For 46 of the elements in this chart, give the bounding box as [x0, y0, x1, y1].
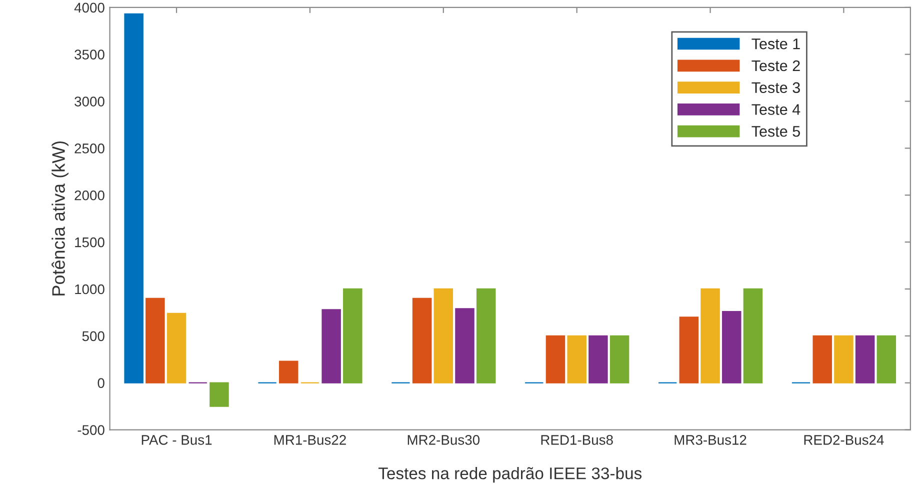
bar — [812, 335, 832, 384]
bar — [210, 382, 229, 407]
bar — [876, 335, 896, 384]
legend-label: Teste 5 — [752, 126, 800, 137]
y-tick-label: 500 — [82, 331, 104, 342]
bar — [610, 335, 630, 384]
bar — [567, 335, 586, 384]
bar — [455, 308, 474, 384]
bar — [588, 335, 608, 384]
y-tick-label: 4000 — [74, 2, 104, 13]
bar — [278, 360, 298, 384]
x-tick-label: PAC - Bus1 — [142, 435, 212, 445]
bar — [412, 298, 432, 384]
bar — [146, 298, 165, 384]
legend-label: Teste 3 — [752, 82, 800, 94]
bar — [546, 335, 566, 384]
x-tick-label: MR1-Bus22 — [274, 435, 346, 445]
bar — [722, 310, 742, 384]
x-tick-label: MR2-Bus30 — [408, 435, 480, 445]
bar — [679, 316, 699, 384]
bar — [434, 288, 454, 384]
bar — [700, 288, 720, 384]
bar — [743, 288, 763, 384]
y-axis-title: Potência ativa (kW) — [52, 141, 68, 296]
y-tick-label: 3500 — [74, 50, 104, 60]
x-tick-label: RED1-Bus8 — [541, 435, 613, 445]
bar — [166, 312, 186, 384]
x-tick-label: RED2-Bus24 — [804, 435, 884, 445]
legend-label: Teste 4 — [752, 104, 800, 115]
x-axis-title: Testes na rede padrão IEEE 33-bus — [378, 467, 642, 483]
bar — [124, 13, 144, 384]
x-tick-label: MR3-Bus12 — [674, 435, 746, 445]
bar — [322, 309, 341, 384]
y-tick-label: 1000 — [75, 284, 104, 294]
y-tick-label: 2000 — [74, 190, 104, 200]
bar — [834, 335, 854, 384]
legend-label: Teste 2 — [752, 60, 800, 72]
bar — [343, 288, 362, 384]
y-tick-label: 1500 — [75, 237, 104, 248]
y-tick-label: 0 — [98, 378, 104, 388]
y-tick-label: -500 — [78, 425, 104, 435]
bar — [855, 335, 875, 384]
y-tick-label: 3000 — [74, 96, 104, 106]
legend-label: Teste 1 — [752, 38, 800, 50]
bar — [476, 288, 496, 384]
y-tick-label: 2500 — [74, 144, 104, 154]
